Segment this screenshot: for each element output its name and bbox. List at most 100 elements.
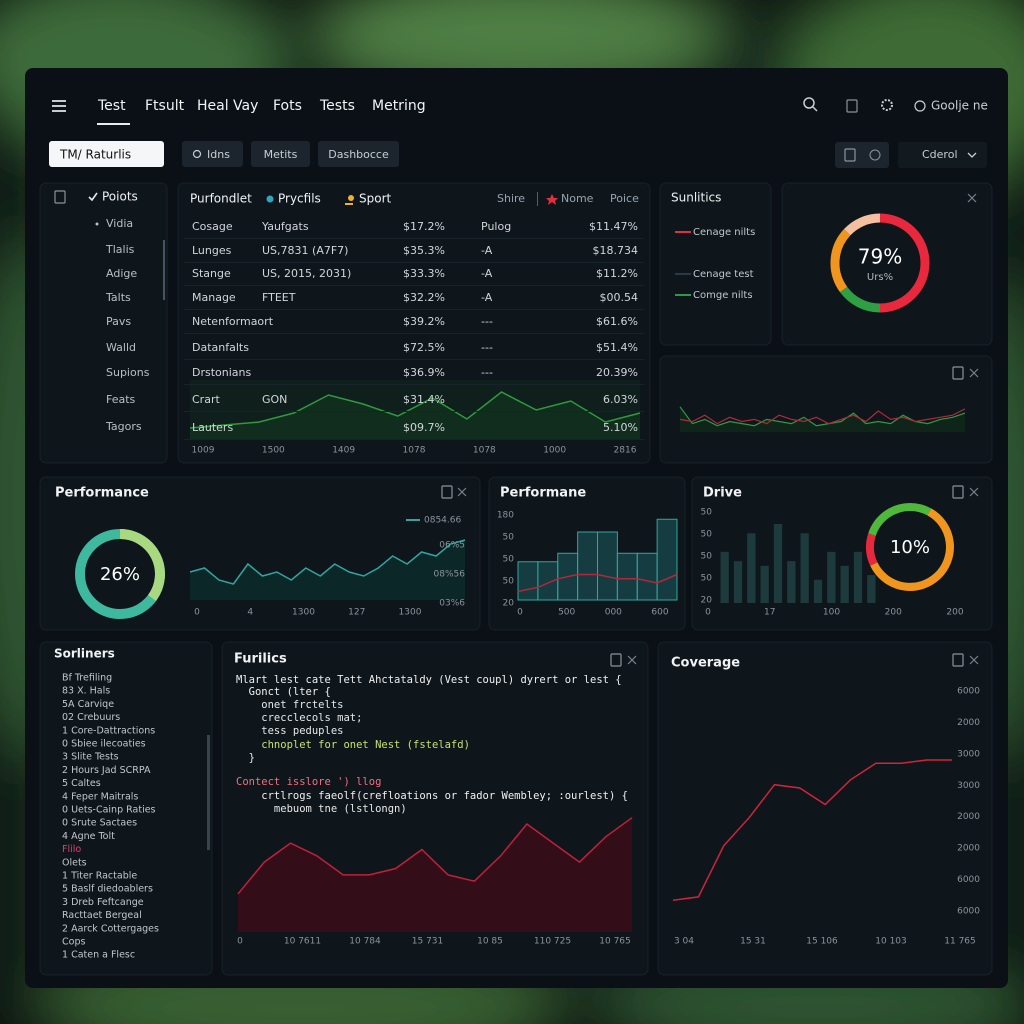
panel-title: Performance bbox=[55, 486, 149, 501]
menu-icon[interactable] bbox=[52, 100, 66, 112]
table-cell: Cosage bbox=[192, 220, 233, 233]
sidebar-item[interactable]: Tagors bbox=[105, 420, 142, 433]
sidebar-item[interactable]: Tlalis bbox=[105, 243, 135, 256]
table-cell: -A bbox=[481, 291, 493, 304]
panel-title: Sunlitics bbox=[671, 191, 721, 205]
export-icon[interactable] bbox=[441, 485, 453, 499]
sidebar-item[interactable]: Adige bbox=[106, 267, 137, 280]
bar bbox=[597, 531, 618, 601]
list-item[interactable]: 5A Carviqe bbox=[62, 699, 114, 710]
list-item[interactable]: Flilo bbox=[62, 844, 81, 855]
primary-button[interactable] bbox=[49, 141, 164, 167]
x-tick-label: 11 765 bbox=[944, 937, 976, 947]
export-icon[interactable] bbox=[952, 653, 964, 667]
list-item[interactable]: Bf Trefiling bbox=[62, 673, 112, 684]
close-icon[interactable] bbox=[967, 193, 977, 203]
bar bbox=[760, 565, 769, 603]
bar bbox=[800, 533, 809, 603]
sidebar-item[interactable]: Walld bbox=[106, 341, 136, 354]
toolbar-button[interactable] bbox=[318, 141, 399, 167]
sidebar-item[interactable]: Vidia bbox=[106, 217, 133, 230]
list-item[interactable]: 02 Crebuurs bbox=[62, 712, 120, 723]
close-icon[interactable] bbox=[969, 487, 979, 497]
toolbar-button[interactable] bbox=[251, 141, 310, 167]
sidebar-item[interactable]: Talts bbox=[105, 291, 131, 304]
list-item[interactable]: 2 Hours Jad SCRPA bbox=[62, 765, 151, 776]
panel-title: Drive bbox=[703, 486, 742, 501]
list-item[interactable]: 83 X. Hals bbox=[62, 686, 110, 697]
legend-swatch bbox=[675, 294, 691, 296]
nav-item[interactable]: Test bbox=[97, 98, 126, 114]
x-tick-label: 200 bbox=[946, 608, 963, 618]
list-item[interactable]: 1 Caten a Flesc bbox=[62, 950, 135, 961]
nav-item[interactable]: Heal Vay bbox=[197, 98, 258, 114]
search-handle bbox=[812, 106, 818, 112]
dropdown[interactable] bbox=[898, 142, 987, 168]
y-tick-label: 03%6 bbox=[439, 599, 465, 609]
close-icon[interactable] bbox=[969, 655, 979, 665]
table-legend: Prycfils bbox=[278, 192, 321, 206]
list-item[interactable]: 3 Dreb Feftcange bbox=[62, 897, 144, 908]
y-tick-label: 6000 bbox=[957, 875, 980, 885]
scrollbar bbox=[207, 735, 210, 850]
y-tick-label: 08%56 bbox=[434, 570, 466, 580]
nav-item[interactable]: Metring bbox=[372, 98, 426, 114]
search-icon[interactable] bbox=[803, 97, 815, 109]
x-tick-label: 15 31 bbox=[740, 937, 766, 947]
toolbar-button[interactable] bbox=[182, 141, 243, 167]
x-tick-label: 15 106 bbox=[806, 937, 838, 947]
list-item[interactable]: 4 Feper Maitrals bbox=[62, 791, 138, 802]
list-item[interactable]: 0 Uets-Cainp Raties bbox=[62, 805, 156, 816]
table-cell: FTEET bbox=[262, 291, 296, 304]
bar bbox=[577, 531, 598, 601]
nav-item[interactable]: Fots bbox=[273, 98, 302, 114]
list-item[interactable]: 5 Caltes bbox=[62, 778, 101, 789]
toolbar-button-label: Dashbocce bbox=[328, 148, 389, 161]
y-tick-label: 50 bbox=[503, 533, 515, 543]
export-icon[interactable] bbox=[610, 653, 622, 667]
sidebar-item[interactable]: Supions bbox=[106, 366, 150, 379]
settings-icon[interactable] bbox=[881, 99, 893, 111]
donut-segment bbox=[839, 286, 881, 313]
legend-swatch bbox=[675, 231, 691, 233]
x-tick-label: 127 bbox=[348, 608, 365, 618]
y-tick-label: 50 bbox=[701, 552, 713, 562]
view-toggle[interactable] bbox=[835, 142, 889, 168]
list-item[interactable]: 4 Agne Tolt bbox=[62, 831, 115, 842]
list-item[interactable]: 2 Aarck Cottergages bbox=[62, 923, 159, 934]
y-tick-label: 3000 bbox=[957, 749, 980, 759]
calendar-icon[interactable] bbox=[846, 99, 858, 113]
nav-item[interactable]: Tests bbox=[319, 98, 355, 114]
table-cell: $11.2% bbox=[596, 267, 638, 280]
sidebar-icon[interactable] bbox=[54, 190, 66, 204]
list-item[interactable]: Racttaet Bergeal bbox=[62, 910, 142, 921]
account-name[interactable]: Goolje ne bbox=[931, 99, 988, 113]
donut-label: 26% bbox=[100, 564, 140, 585]
close-icon[interactable] bbox=[627, 655, 637, 665]
sidebar-item[interactable]: Feats bbox=[106, 393, 136, 406]
y-tick-label: 50 bbox=[503, 577, 515, 587]
close-icon[interactable] bbox=[969, 368, 979, 378]
list-item[interactable]: 5 Baslf diedoablers bbox=[62, 884, 153, 895]
x-tick-label: 2816 bbox=[614, 446, 637, 456]
x-tick-label: 0 bbox=[237, 937, 243, 947]
list-item[interactable]: Olets bbox=[62, 857, 87, 868]
list-item[interactable]: 1 Core-Dattractions bbox=[62, 725, 155, 736]
list-item[interactable]: Cops bbox=[62, 937, 85, 948]
list-item[interactable]: 0 Sbiee ilecoaties bbox=[62, 739, 146, 750]
sorliners-panel bbox=[39, 641, 213, 976]
list-item[interactable]: 0 Srute Sactaes bbox=[62, 818, 137, 829]
list-item[interactable]: 3 Slite Tests bbox=[62, 752, 119, 763]
code-line: Mlart lest cate Tett Ahctataldy (Vest co… bbox=[236, 674, 622, 686]
dropdown-label: Cderol bbox=[922, 148, 958, 161]
close-icon[interactable] bbox=[457, 487, 467, 497]
sidebar-item[interactable]: Pavs bbox=[106, 315, 131, 328]
export-icon[interactable] bbox=[952, 485, 964, 499]
export-icon[interactable] bbox=[952, 366, 964, 380]
view-icon[interactable] bbox=[844, 148, 856, 162]
table-cell: Manage bbox=[192, 291, 236, 304]
list-item[interactable]: 1 Titer Ractable bbox=[62, 871, 137, 882]
account-icon[interactable] bbox=[914, 100, 926, 112]
nav-item[interactable]: Ftsult bbox=[145, 98, 185, 114]
